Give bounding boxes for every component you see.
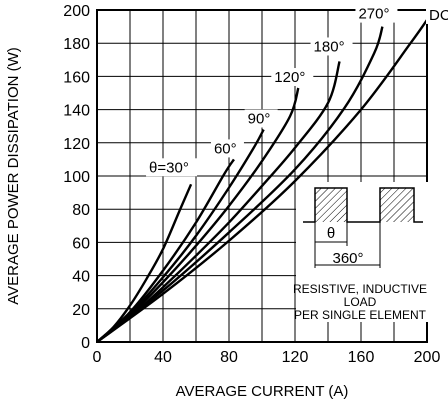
series-label: 120° [274, 69, 305, 86]
x-tick-label: 0 [93, 349, 102, 366]
y-tick-label: 160 [63, 69, 90, 86]
conduction-pulse-1 [315, 188, 347, 222]
theta-label: θ [327, 225, 335, 242]
series-label-bg [210, 139, 244, 158]
period-label: 360° [332, 250, 363, 267]
waveform-inset: θ 360° RESISTIVE, INDUCTIVE LOAD PER SIN… [293, 182, 431, 322]
x-tick-label: 40 [154, 349, 172, 366]
x-tick-label: 160 [348, 349, 375, 366]
series-label: θ=30° [149, 159, 189, 176]
x-tick-label: 80 [220, 349, 238, 366]
y-axis-title: AVERAGE POWER DISSIPATION (W) [5, 47, 22, 305]
note-line-1: RESISTIVE, INDUCTIVE [293, 282, 427, 296]
tick-labels: 0 40 80 120 160 200 0 20 40 60 80 100 120 140 160 180 20… [63, 3, 440, 366]
y-tick-label: 180 [63, 36, 90, 53]
series-label: 90° [248, 111, 271, 128]
y-tick-label: 200 [63, 3, 90, 20]
series-line [96, 26, 384, 343]
series-line [96, 128, 265, 343]
note-line-3: PER SINGLE ELEMENT [294, 308, 427, 322]
conduction-pulse-2 [380, 188, 414, 222]
series-label: 180° [314, 38, 345, 55]
series-label-bg [355, 4, 398, 23]
y-tick-label: 20 [72, 302, 90, 319]
x-tick-label: 120 [282, 349, 309, 366]
y-tick-label: 80 [72, 202, 90, 219]
series-label: 60° [214, 140, 237, 157]
y-tick-label: 0 [81, 335, 90, 352]
series-label-bg [310, 37, 353, 56]
series-line [96, 19, 428, 343]
y-tick-label: 140 [63, 103, 90, 120]
y-tick-label: 40 [72, 269, 90, 286]
x-axis-title: AVERAGE CURRENT (A) [176, 383, 349, 400]
x-tick-label: 200 [414, 349, 441, 366]
plot-frame [96, 9, 428, 343]
series-label-bg [244, 109, 278, 128]
series-line [96, 183, 193, 343]
y-tick-label: 60 [72, 235, 90, 252]
series-label: 270° [358, 6, 389, 23]
note-line-2: LOAD [344, 295, 377, 309]
series-label-bg [146, 158, 198, 177]
series-label-bg [271, 68, 314, 87]
y-tick-label: 120 [63, 136, 90, 153]
series-labels: θ=30° 60° 90° 120° 180° 270° DC [146, 4, 448, 177]
series-curves [96, 19, 428, 343]
y-tick-label: 100 [63, 169, 90, 186]
series-label-bg [426, 5, 448, 24]
series-label: DC [429, 7, 448, 24]
series-line [96, 87, 300, 343]
series-line [96, 158, 235, 343]
